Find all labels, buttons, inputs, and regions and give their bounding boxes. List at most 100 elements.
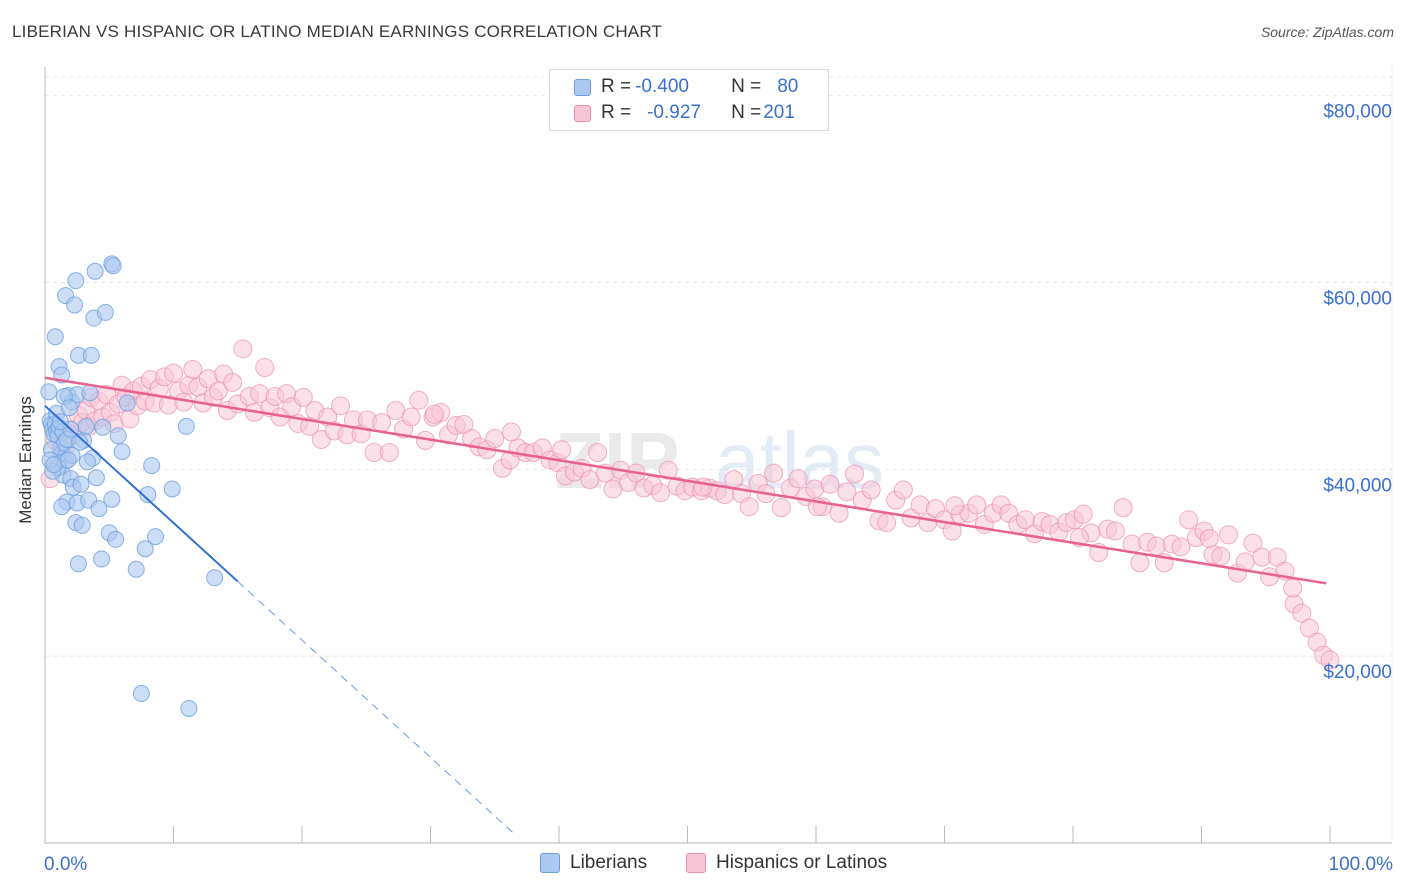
data-point-hispanic <box>293 387 313 407</box>
data-point-hispanic <box>183 359 203 379</box>
data-point-liberian <box>71 433 89 451</box>
data-point-liberian <box>96 303 114 321</box>
data-point-hispanic <box>837 482 857 502</box>
data-point-hispanic <box>1283 578 1303 598</box>
n-label: N = <box>731 102 762 123</box>
data-point-liberian <box>77 417 95 435</box>
y-axis-label: Median Earnings <box>16 396 35 524</box>
legend-item-liberians[interactable]: Liberians <box>540 852 647 874</box>
data-point-hispanic <box>693 477 713 497</box>
data-point-liberian <box>118 394 136 412</box>
data-point-hispanic <box>1292 603 1312 623</box>
data-point-liberian <box>53 498 71 516</box>
x-tick-labels: 0.0% 100.0% <box>44 854 1393 875</box>
data-point-hispanic <box>331 396 351 416</box>
r-label: R = <box>601 102 632 123</box>
data-point-hispanic <box>893 480 913 500</box>
data-point-hispanic <box>942 521 962 541</box>
data-point-liberian <box>127 560 145 578</box>
data-point-liberian <box>132 685 150 703</box>
x-tick-label: 0.0% <box>44 854 87 875</box>
legend-item-hispanics[interactable]: Hispanics or Latinos <box>686 852 887 874</box>
data-point-liberian <box>66 296 84 314</box>
liberian-points <box>40 255 224 717</box>
data-point-liberian <box>104 257 122 275</box>
source-label: Source: ZipAtlas.com <box>1260 24 1394 40</box>
y-tick-label: $20,000 <box>1323 662 1392 683</box>
stats-legend: R = -0.400 N = 80 R = -0.927 N = 201 <box>549 69 829 131</box>
data-point-liberian <box>147 528 165 546</box>
data-point-hispanic <box>233 339 253 359</box>
data-point-liberian <box>107 530 125 548</box>
data-point-liberian <box>103 490 121 508</box>
data-point-hispanic <box>409 390 429 410</box>
data-point-hispanic <box>1113 498 1133 518</box>
gridlines <box>45 67 1393 843</box>
stats-row-liberians: R = -0.400 N = 80 <box>574 75 798 99</box>
data-point-liberian <box>94 418 112 436</box>
data-point-liberian <box>163 480 181 498</box>
data-point-hispanic <box>1105 521 1125 541</box>
liberians-legend-swatch <box>540 853 560 873</box>
data-point-hispanic <box>771 498 791 518</box>
data-point-hispanic <box>372 413 392 433</box>
data-point-hispanic <box>1211 546 1231 566</box>
data-point-hispanic <box>1218 525 1238 545</box>
data-point-liberian <box>59 451 77 469</box>
data-point-hispanic <box>501 422 521 442</box>
data-point-hispanic <box>588 443 608 463</box>
legend-label-liberians: Liberians <box>570 852 648 873</box>
data-point-liberian <box>60 399 78 417</box>
data-point-liberian <box>69 555 87 573</box>
data-point-hispanic <box>1171 537 1191 557</box>
legend-label-hispanics: Hispanics or Latinos <box>716 852 888 873</box>
n-value: 80 <box>777 76 799 97</box>
data-point-liberian <box>109 427 127 445</box>
data-point-hispanic <box>1179 510 1199 530</box>
data-point-hispanic <box>379 443 399 463</box>
r-value: -0.400 <box>635 76 689 97</box>
data-point-hispanic <box>845 464 865 484</box>
data-point-liberian <box>206 569 224 587</box>
data-point-liberian <box>46 328 64 346</box>
data-point-hispanic <box>788 469 808 489</box>
trend-lines <box>44 376 1327 835</box>
data-point-hispanic <box>658 460 678 480</box>
n-value: 201 <box>763 102 795 123</box>
data-point-liberian <box>73 516 91 534</box>
n-label: N = <box>731 76 762 97</box>
data-point-liberian <box>87 469 105 487</box>
r-label: R = <box>601 76 632 97</box>
hispanics-swatch <box>574 104 591 122</box>
chart-title: LIBERIAN VS HISPANIC OR LATINO MEDIAN EA… <box>12 22 663 41</box>
data-point-liberian <box>177 417 195 435</box>
data-point-liberian <box>143 457 161 475</box>
data-point-hispanic <box>651 483 671 503</box>
data-point-liberian <box>45 456 63 474</box>
trend-line-liberians-extension <box>237 581 515 835</box>
data-point-hispanic <box>877 513 897 533</box>
x-tick-label: 100.0% <box>1329 854 1394 875</box>
data-point-hispanic <box>820 474 840 494</box>
data-point-liberian <box>136 540 154 558</box>
data-point-liberian <box>51 413 69 431</box>
data-point-liberian <box>72 475 90 493</box>
data-point-hispanic <box>1243 533 1263 553</box>
y-tick-label: $80,000 <box>1323 102 1392 123</box>
data-point-liberian <box>78 453 96 471</box>
data-point-hispanic <box>552 440 572 460</box>
data-point-hispanic <box>945 496 965 516</box>
y-tick-label: $40,000 <box>1323 475 1392 496</box>
data-point-hispanic <box>1073 504 1093 524</box>
data-point-liberian <box>90 500 108 518</box>
stats-row-hispanics: R = -0.927 N = 201 <box>574 101 795 125</box>
data-point-hispanic <box>764 463 784 483</box>
liberians-swatch <box>574 78 591 96</box>
data-point-hispanic <box>401 407 421 427</box>
data-point-liberian <box>82 346 100 364</box>
data-point-hispanic <box>485 429 505 449</box>
y-tick-label: $60,000 <box>1323 289 1392 310</box>
data-point-hispanic <box>164 363 183 383</box>
data-point-hispanic <box>861 480 881 500</box>
